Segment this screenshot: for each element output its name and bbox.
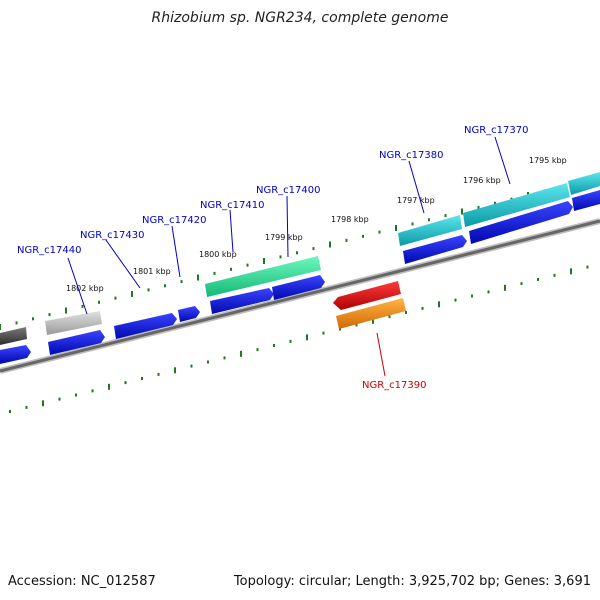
- gene-callout-ngr-c17440[interactable]: NGR_c17440: [17, 245, 88, 315]
- feature-red-reverse[interactable]: [333, 281, 401, 310]
- feature-track-outer: [0, 172, 600, 345]
- gene-callout-ngr-c17370[interactable]: NGR_c17370: [464, 125, 529, 185]
- genome-summary-text: Topology: circular; Length: 3,925,702 bp…: [233, 574, 591, 589]
- cds-arrow[interactable]: [403, 235, 467, 264]
- scale-label: 1798 kbp: [331, 215, 369, 224]
- feature-orange[interactable]: [336, 298, 406, 329]
- cds-track: [0, 190, 600, 364]
- gene-label: NGR_c17370: [464, 125, 529, 136]
- gene-callout-ngr-c17410[interactable]: NGR_c17410: [200, 200, 265, 253]
- cds-arrow[interactable]: [178, 306, 200, 322]
- scale-labels: 1802 kbp 1801 kbp 1800 kbp 1799 kbp 1798…: [66, 156, 567, 293]
- accession-text: Accession: NC_012587: [8, 574, 156, 589]
- gene-callout-ngr-c17400[interactable]: NGR_c17400: [256, 185, 321, 258]
- scale-label: 1801 kbp: [133, 267, 171, 276]
- gene-callout-ngr-c17430[interactable]: NGR_c17430: [80, 230, 145, 289]
- scale-ticks: [0, 175, 595, 413]
- gene-label: NGR_c17420: [142, 215, 207, 226]
- scale-label: 1796 kbp: [463, 176, 501, 185]
- scale-label: 1797 kbp: [397, 196, 435, 205]
- gene-label: NGR_c17440: [17, 245, 82, 256]
- cds-arrow[interactable]: [469, 201, 573, 244]
- gene-label: NGR_c17430: [80, 230, 145, 241]
- feature-gray[interactable]: [45, 311, 102, 335]
- scale-label: 1799 kbp: [265, 233, 303, 242]
- cds-arrow[interactable]: [114, 313, 177, 339]
- cds-arrow[interactable]: [48, 330, 105, 355]
- cds-arrow[interactable]: [210, 288, 274, 314]
- feature-track-inner: [333, 281, 406, 329]
- feature-teal-1[interactable]: [398, 215, 462, 246]
- gene-label: NGR_c17410: [200, 200, 265, 211]
- cds-arrow[interactable]: [572, 190, 600, 211]
- gene-callout-ngr-c17390[interactable]: NGR_c17390: [362, 332, 427, 391]
- scale-label: 1800 kbp: [199, 250, 237, 259]
- feature-teal-3[interactable]: [568, 172, 600, 195]
- feature-gray-left[interactable]: [0, 327, 27, 345]
- gene-callout-ngr-c17380[interactable]: NGR_c17380: [379, 150, 444, 214]
- cds-arrow[interactable]: [0, 345, 31, 364]
- gene-callout-ngr-c17420[interactable]: NGR_c17420: [142, 215, 207, 278]
- gene-label: NGR_c17390: [362, 380, 427, 391]
- cds-arrow[interactable]: [272, 275, 325, 300]
- gene-label: NGR_c17380: [379, 150, 444, 161]
- feature-teal-2[interactable]: [463, 183, 570, 227]
- scale-label: 1795 kbp: [529, 156, 567, 165]
- scale-label: 1802 kbp: [66, 284, 104, 293]
- gene-label: NGR_c17400: [256, 185, 321, 196]
- feature-green[interactable]: [205, 256, 321, 297]
- gene-labels: NGR_c17440 NGR_c17430 NGR_c17420 NGR_c17…: [17, 125, 529, 391]
- genome-backbone: [0, 218, 600, 374]
- map-title: Rhizobium sp. NGR234, complete genome: [151, 10, 449, 26]
